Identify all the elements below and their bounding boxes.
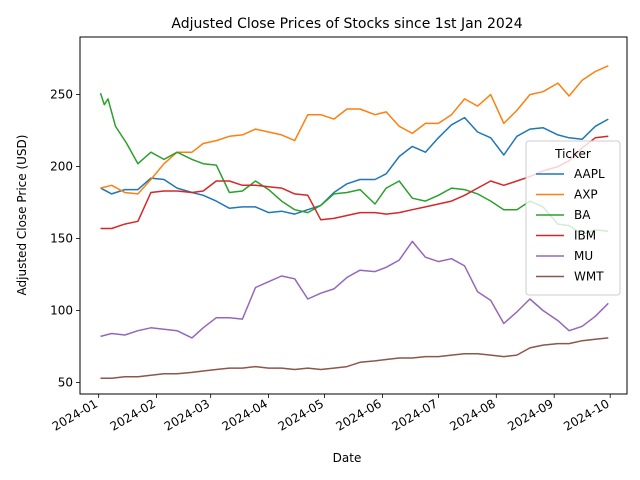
legend: Ticker AAPL AXP BA IBM MU WMT <box>525 140 621 296</box>
x-tick-label: 2024-09 <box>505 396 555 433</box>
x-axis: 2024-01 2024-02 2024-03 2024-04 2024-05 2024-… <box>50 394 612 434</box>
legend-title: Ticker <box>554 147 591 161</box>
legend-label-ba: BA <box>574 208 591 222</box>
x-axis-label: Date <box>333 451 362 465</box>
legend-label-aapl: AAPL <box>574 167 605 181</box>
y-tick-label: 200 <box>50 160 73 174</box>
y-axis-label: Adjusted Close Price (USD) <box>15 135 29 296</box>
legend-box <box>525 140 621 296</box>
x-tick-label: 2024-04 <box>220 396 270 433</box>
x-tick-label: 2024-07 <box>390 396 440 433</box>
legend-label-wmt: WMT <box>574 270 604 284</box>
legend-label-ibm: IBM <box>574 229 596 243</box>
series-line-ibm <box>100 135 609 230</box>
chart-title: Adjusted Close Prices of Stocks since 1s… <box>171 16 522 32</box>
y-axis: 50 100 150 200 250 <box>50 88 80 389</box>
series-line-wmt <box>100 337 609 379</box>
x-tick-label: 2024-01 <box>50 396 100 433</box>
series-line-aapl <box>100 116 609 215</box>
plot-frame <box>79 36 628 395</box>
x-tick-label: 2024-02 <box>108 396 158 433</box>
legend-label-mu: MU <box>574 249 593 263</box>
series-line-mu <box>100 240 609 339</box>
x-tick-label: 2024-05 <box>276 396 326 433</box>
y-tick-label: 100 <box>50 304 73 318</box>
series-line-axp <box>100 65 609 195</box>
y-tick-label: 50 <box>58 375 73 389</box>
y-tick-label: 150 <box>50 232 73 246</box>
x-tick-label: 2024-06 <box>334 396 384 433</box>
x-tick-label: 2024-03 <box>162 396 212 433</box>
series-line-ba <box>99 92 609 235</box>
legend-label-axp: AXP <box>574 188 598 202</box>
series-lines <box>99 65 609 379</box>
x-tick-label: 2024-08 <box>447 396 497 433</box>
x-tick-label: 2024-10 <box>561 396 611 433</box>
y-tick-label: 250 <box>50 88 73 102</box>
